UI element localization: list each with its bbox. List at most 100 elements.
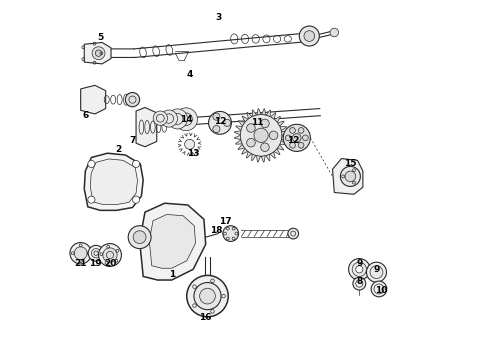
Circle shape xyxy=(302,135,308,141)
Polygon shape xyxy=(90,159,138,204)
Circle shape xyxy=(128,226,151,249)
Text: 5: 5 xyxy=(97,33,103,42)
Polygon shape xyxy=(81,85,106,114)
Circle shape xyxy=(185,139,195,149)
Circle shape xyxy=(290,143,295,148)
Circle shape xyxy=(103,248,117,262)
Text: 7: 7 xyxy=(129,136,136,145)
Circle shape xyxy=(70,243,92,264)
Circle shape xyxy=(370,266,383,279)
Circle shape xyxy=(348,258,370,280)
Text: 12: 12 xyxy=(214,117,226,126)
Text: 12: 12 xyxy=(287,136,299,145)
Polygon shape xyxy=(277,145,284,150)
Text: 10: 10 xyxy=(374,286,387,295)
Polygon shape xyxy=(140,203,206,280)
Circle shape xyxy=(298,127,304,133)
Text: 17: 17 xyxy=(219,217,232,226)
Circle shape xyxy=(213,125,220,132)
Circle shape xyxy=(132,196,140,203)
Polygon shape xyxy=(238,144,245,150)
Polygon shape xyxy=(256,156,261,162)
Circle shape xyxy=(199,288,215,304)
Polygon shape xyxy=(281,131,288,135)
Text: 14: 14 xyxy=(180,115,193,124)
Circle shape xyxy=(293,134,301,142)
Circle shape xyxy=(367,262,387,282)
Text: 4: 4 xyxy=(186,70,193,79)
Circle shape xyxy=(304,31,315,41)
Circle shape xyxy=(246,124,255,132)
Circle shape xyxy=(92,47,105,60)
Polygon shape xyxy=(266,110,270,117)
Polygon shape xyxy=(246,152,252,158)
Polygon shape xyxy=(84,42,111,64)
Circle shape xyxy=(133,231,146,244)
Circle shape xyxy=(341,166,360,186)
Text: 13: 13 xyxy=(187,149,199,158)
Circle shape xyxy=(153,111,168,125)
Polygon shape xyxy=(242,148,248,154)
Circle shape xyxy=(288,228,298,239)
Polygon shape xyxy=(270,113,276,119)
Polygon shape xyxy=(136,108,157,147)
Circle shape xyxy=(261,143,269,152)
Text: 21: 21 xyxy=(74,260,87,269)
Text: 19: 19 xyxy=(89,260,102,269)
Circle shape xyxy=(88,160,95,167)
Circle shape xyxy=(285,135,291,141)
Text: 9: 9 xyxy=(356,260,363,269)
Circle shape xyxy=(174,108,197,131)
Polygon shape xyxy=(252,154,256,161)
Circle shape xyxy=(352,262,367,276)
Text: 16: 16 xyxy=(199,313,212,322)
Polygon shape xyxy=(234,135,241,140)
Polygon shape xyxy=(149,215,196,268)
Circle shape xyxy=(98,244,122,266)
Circle shape xyxy=(298,143,304,148)
Circle shape xyxy=(283,124,310,152)
Circle shape xyxy=(241,114,282,156)
Circle shape xyxy=(125,93,140,107)
Polygon shape xyxy=(262,109,266,115)
Polygon shape xyxy=(252,110,256,117)
Text: 11: 11 xyxy=(251,118,264,127)
Polygon shape xyxy=(281,136,288,140)
Circle shape xyxy=(290,127,295,133)
Text: 2: 2 xyxy=(115,145,122,154)
Polygon shape xyxy=(261,156,265,162)
Text: 15: 15 xyxy=(344,159,357,168)
Circle shape xyxy=(96,50,102,57)
Circle shape xyxy=(353,277,366,290)
Polygon shape xyxy=(274,149,280,155)
Circle shape xyxy=(345,171,356,182)
Circle shape xyxy=(270,131,278,140)
Polygon shape xyxy=(277,121,284,126)
Circle shape xyxy=(223,226,239,242)
Circle shape xyxy=(254,128,268,143)
Circle shape xyxy=(194,283,221,310)
Polygon shape xyxy=(242,116,248,122)
Polygon shape xyxy=(274,116,280,122)
Circle shape xyxy=(132,160,140,167)
Text: 9: 9 xyxy=(374,265,380,274)
Circle shape xyxy=(88,196,95,203)
Circle shape xyxy=(371,281,387,297)
Text: 8: 8 xyxy=(356,277,363,286)
Polygon shape xyxy=(270,152,275,158)
Circle shape xyxy=(209,111,231,134)
Polygon shape xyxy=(247,112,252,119)
Circle shape xyxy=(74,247,87,260)
Circle shape xyxy=(168,109,188,129)
Polygon shape xyxy=(84,153,143,210)
Circle shape xyxy=(261,119,269,128)
Circle shape xyxy=(187,275,228,317)
Polygon shape xyxy=(280,140,286,145)
Circle shape xyxy=(213,113,220,120)
Text: 18: 18 xyxy=(210,225,222,234)
Polygon shape xyxy=(266,154,270,161)
Circle shape xyxy=(92,249,100,258)
Text: 1: 1 xyxy=(169,270,175,279)
Text: 3: 3 xyxy=(215,13,221,22)
Polygon shape xyxy=(280,126,287,131)
